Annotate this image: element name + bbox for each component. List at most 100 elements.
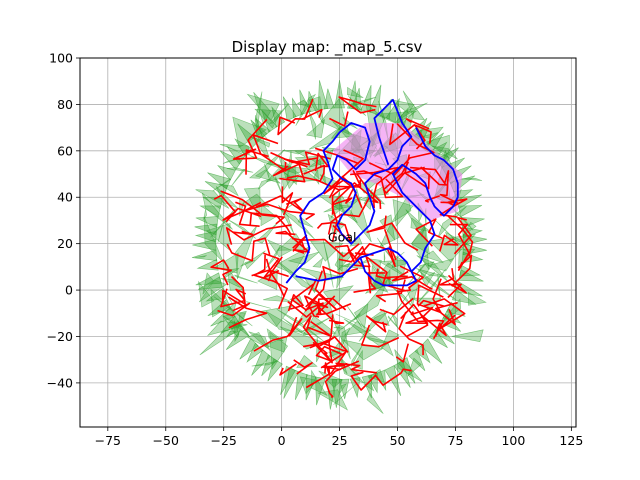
region-triangle — [461, 177, 483, 181]
region-triangle — [346, 304, 362, 328]
region-triangle — [286, 150, 293, 181]
path-segment — [277, 98, 314, 136]
region-triangle — [339, 383, 347, 394]
x-tick-label: 100 — [501, 433, 525, 448]
y-tick-label: −20 — [47, 329, 73, 344]
region-triangle — [257, 178, 272, 190]
region-triangle — [308, 110, 317, 140]
region-triangle — [253, 92, 271, 126]
path-segment — [301, 108, 323, 120]
region-triangle — [251, 360, 279, 367]
region-triangle — [392, 199, 414, 227]
region-triangle — [341, 327, 351, 349]
path-segment — [410, 166, 447, 186]
path-segment — [375, 279, 406, 303]
region-triangle — [437, 274, 441, 301]
region-spike — [338, 378, 350, 400]
region-spike — [451, 289, 477, 305]
region-triangle — [232, 116, 267, 149]
region-spike — [267, 358, 283, 382]
region-spike — [192, 238, 217, 251]
region-triangle — [244, 250, 266, 270]
x-tick-label: −50 — [153, 433, 179, 448]
region-spike — [282, 96, 297, 122]
path-segment — [314, 147, 360, 165]
region-spike — [368, 84, 382, 116]
path-segment — [287, 293, 304, 312]
region-triangle — [234, 274, 258, 284]
region-spike — [210, 306, 236, 327]
path-segment — [327, 196, 371, 235]
path-segment — [305, 265, 359, 308]
x-tick-label: 0 — [278, 433, 286, 448]
tick-layer: −75 −50 −25 0 25 50 75 100 125 −40 −20 0 20 40 60 80 100 — [47, 51, 584, 449]
region-triangle — [415, 268, 449, 278]
region-triangle — [416, 255, 450, 283]
region-spike — [217, 165, 236, 181]
region-spike — [226, 320, 245, 338]
path-segment — [375, 268, 387, 280]
path-segment — [350, 371, 376, 391]
region-triangle — [195, 255, 207, 258]
region-triangle — [312, 257, 324, 268]
path-segment — [228, 296, 268, 329]
path-segment — [323, 314, 334, 364]
region-triangle — [252, 122, 269, 141]
region-spike — [205, 287, 227, 302]
region-triangle — [264, 163, 270, 179]
path-segment — [272, 163, 306, 183]
region-triangle — [422, 271, 436, 287]
path-segment — [232, 118, 268, 160]
region-triangle — [333, 326, 344, 329]
region-spike — [307, 90, 319, 113]
path-segment — [316, 305, 345, 325]
path-segment — [355, 170, 404, 199]
region-triangle — [311, 369, 328, 397]
region-spike — [191, 249, 218, 262]
region-spike — [261, 354, 278, 377]
path-segment — [281, 186, 294, 216]
region-spike — [226, 145, 246, 165]
region-triangle — [323, 204, 352, 213]
region-triangle — [231, 168, 246, 187]
y-tick-label: 40 — [57, 190, 73, 205]
path-segment — [374, 368, 412, 387]
path-segment — [360, 324, 400, 348]
region-layer — [191, 79, 488, 414]
path-segment — [384, 275, 408, 281]
path-segment — [366, 315, 388, 333]
path-segment — [210, 259, 232, 286]
path-segment — [415, 218, 443, 247]
region-triangle — [263, 295, 293, 303]
region-triangle — [195, 189, 230, 209]
path-segment — [447, 274, 467, 294]
region-triangle — [220, 278, 241, 288]
region-spike — [334, 79, 345, 109]
region-triangle — [246, 301, 271, 309]
region-triangle — [240, 260, 256, 267]
region-triangle — [437, 206, 467, 238]
path-segment — [270, 256, 285, 298]
path-segment — [217, 302, 251, 317]
region-triangle — [254, 169, 281, 184]
region-triangle — [343, 321, 372, 336]
path-segment — [338, 96, 377, 114]
region-triangle — [451, 329, 484, 343]
path-segment — [221, 276, 246, 305]
path-segment — [220, 190, 285, 225]
path-segment — [220, 288, 247, 308]
region-spike — [291, 97, 304, 119]
x-tick-label: 25 — [332, 433, 348, 448]
y-tick-label: 60 — [57, 143, 73, 158]
region-spike — [194, 230, 217, 243]
y-tick-label: 0 — [65, 283, 73, 298]
path-segment — [270, 151, 318, 164]
region-spike — [225, 327, 250, 350]
path-segment — [253, 316, 303, 352]
goal-annotation: Goal — [328, 230, 356, 245]
path-segment — [398, 311, 424, 356]
path-segment — [405, 118, 430, 130]
x-tick-label: 75 — [448, 433, 464, 448]
path-segment — [423, 298, 466, 330]
